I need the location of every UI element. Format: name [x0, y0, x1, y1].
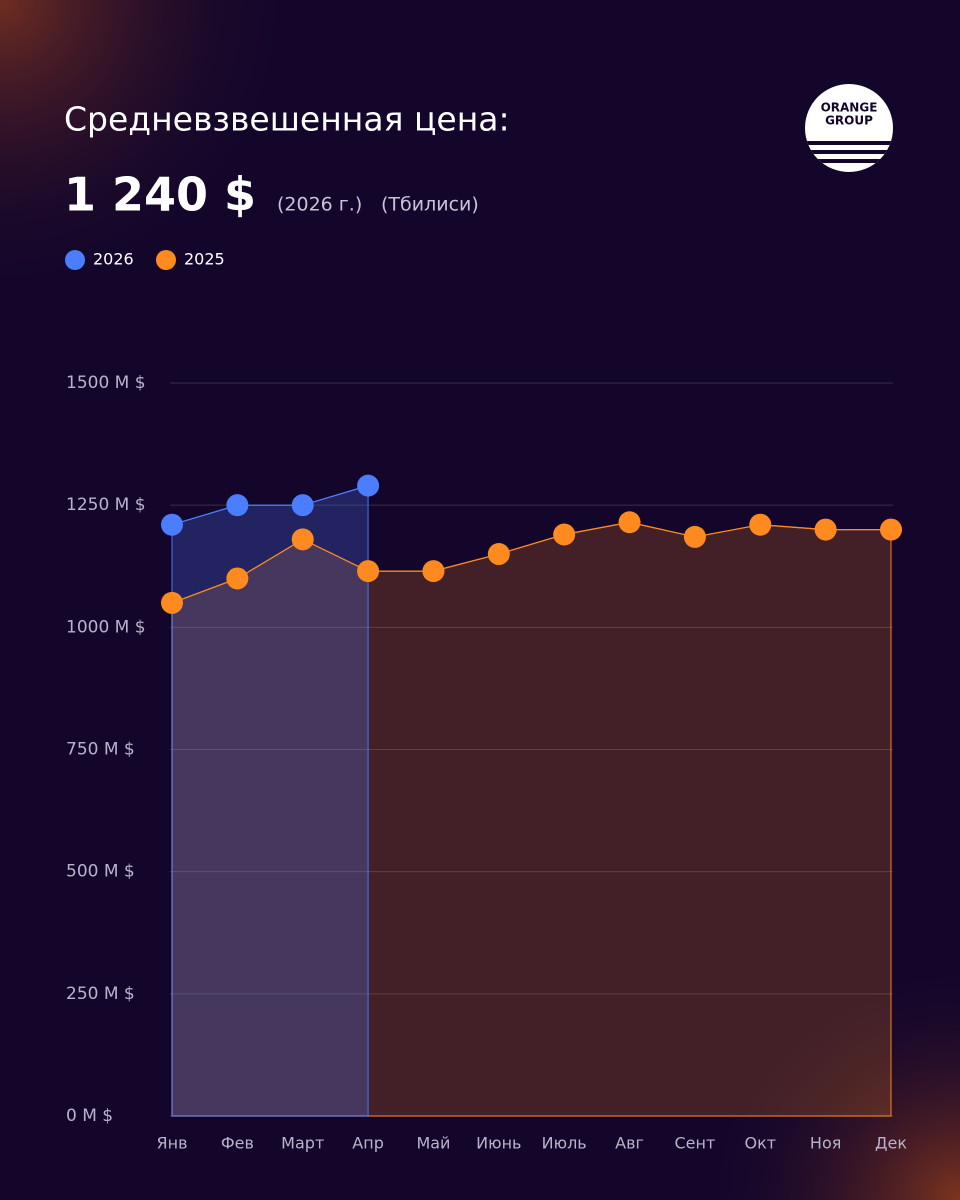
y-tick-label: 500 M $	[66, 862, 135, 882]
y-tick-label: 0 M $	[66, 1106, 113, 1126]
x-tick-label: Май	[416, 1134, 450, 1153]
y-tick-label: 250 M $	[66, 984, 135, 1004]
data-point	[226, 494, 249, 517]
area-fill	[171, 484, 369, 1117]
x-tick-label: Фев	[221, 1134, 254, 1153]
headline: 1 240 $	[64, 168, 256, 222]
x-tick-label: Июнь	[476, 1134, 521, 1153]
data-point	[161, 513, 183, 536]
x-tick-label: Ноя	[810, 1134, 841, 1153]
logo: ORANGE GROUP	[805, 84, 893, 172]
data-point	[553, 523, 576, 546]
y-tick-label: 1250 M $	[66, 495, 146, 515]
legend-marker	[65, 250, 85, 270]
x-tick-label: Апр	[352, 1134, 384, 1153]
data-point	[683, 525, 706, 548]
data-point	[749, 513, 772, 536]
legend-label: 2025	[184, 250, 225, 269]
data-point	[291, 528, 314, 551]
y-tick-label: 750 M $	[66, 740, 135, 760]
logo-text: ORANGE	[821, 101, 878, 115]
data-point	[291, 494, 314, 517]
x-tick-label: Июль	[542, 1134, 587, 1153]
data-point	[487, 543, 510, 566]
glow	[700, 960, 960, 1200]
logo-circle	[805, 84, 893, 172]
x-tick-label: Окт	[744, 1134, 776, 1153]
logo-stripe	[805, 141, 893, 145]
y-tick-label: 1500 M $	[66, 373, 146, 393]
glow	[0, 0, 300, 300]
logo-stripe	[805, 150, 893, 154]
logo-text: GROUP	[825, 114, 873, 128]
logo-stripe	[805, 159, 893, 163]
x-tick-label: Дек	[875, 1134, 907, 1153]
note: (2026 г.)	[277, 194, 362, 216]
data-point	[357, 560, 380, 583]
x-tick-label: Март	[281, 1134, 324, 1153]
legend-label: 2026	[93, 250, 134, 269]
y-tick-label: 1000 M $	[66, 617, 146, 637]
x-tick-label: Сент	[675, 1134, 716, 1153]
x-tick-label: Авг	[615, 1134, 644, 1153]
chart-title: Средневзвешенная цена:	[64, 100, 510, 139]
data-point	[880, 518, 902, 541]
series-line	[171, 485, 369, 526]
x-tick-label: Янв	[156, 1134, 187, 1153]
legend-marker	[156, 250, 176, 270]
note: (Тбилиси)	[381, 194, 479, 216]
data-point	[814, 518, 837, 541]
data-point	[226, 567, 249, 590]
data-point	[161, 591, 183, 614]
data-point	[618, 511, 641, 534]
data-point	[357, 474, 380, 497]
data-point	[422, 560, 445, 583]
